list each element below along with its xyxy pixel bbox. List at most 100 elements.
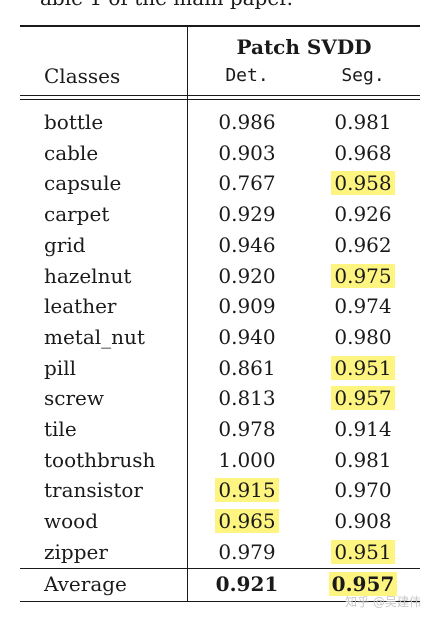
seg-value: 0.962 — [334, 232, 392, 257]
class-name: wood — [44, 509, 99, 534]
caption-fragment: able 1 of the main paper. — [40, 0, 293, 10]
seg-value: 0.914 — [334, 417, 392, 441]
seg-value: 0.926 — [334, 202, 392, 227]
table-row: transistor 0.915 0.970 — [0, 478, 431, 504]
table-row: screw 0.813 0.957 — [0, 386, 431, 412]
table-row: wood 0.965 0.908 — [0, 509, 431, 535]
seg-value: 0.968 — [334, 140, 392, 165]
average-seg: 0.957 — [318, 572, 408, 596]
header-rule-lower — [20, 99, 420, 100]
average-seg-value: 0.957 — [328, 572, 398, 596]
det-cell: 0.920 — [202, 264, 292, 288]
det-value: 0.965 — [215, 509, 279, 534]
class-name: carpet — [44, 202, 110, 227]
seg-cell: 0.981 — [318, 110, 408, 134]
seg-cell: 0.970 — [318, 478, 408, 502]
table-row: carpet 0.929 0.926 — [0, 202, 431, 228]
det-cell: 0.929 — [202, 202, 292, 226]
table-row: grid 0.946 0.962 — [0, 233, 431, 259]
seg-value: 0.957 — [331, 386, 395, 411]
det-value: 0.979 — [218, 539, 276, 564]
det-cell: 0.903 — [202, 141, 292, 165]
average-label: Average — [44, 572, 127, 596]
det-cell: 0.965 — [202, 509, 292, 534]
table-row: toothbrush 1.000 0.981 — [0, 448, 431, 474]
average-det-value: 0.921 — [215, 572, 279, 596]
det-value: 0.946 — [218, 232, 276, 257]
det-value: 0.915 — [215, 478, 279, 503]
det-cell: 0.813 — [202, 386, 292, 410]
det-cell: 0.909 — [202, 294, 292, 318]
seg-cell: 0.914 — [318, 417, 408, 441]
seg-value: 0.951 — [331, 539, 395, 564]
table-row: metal_nut 0.940 0.980 — [0, 325, 431, 351]
seg-cell: 0.926 — [318, 202, 408, 226]
class-name: grid — [44, 232, 86, 257]
seg-header: Seg. — [341, 65, 385, 86]
bottom-rule — [20, 601, 420, 602]
det-value: 0.861 — [218, 355, 276, 380]
seg-value: 0.981 — [334, 447, 392, 472]
det-value: 0.986 — [218, 110, 276, 134]
table-row: zipper 0.979 0.951 — [0, 539, 431, 566]
det-value: 0.929 — [218, 202, 276, 227]
det-cell: 0.861 — [202, 356, 292, 380]
table-row: pill 0.861 0.951 — [0, 355, 431, 382]
class-name: toothbrush — [44, 447, 156, 472]
seg-cell: 0.951 — [318, 539, 408, 564]
class-name: cable — [44, 140, 99, 165]
seg-cell: 0.974 — [318, 294, 408, 318]
class-name: zipper — [44, 539, 108, 564]
class-name: tile — [44, 417, 77, 441]
det-cell: 0.986 — [202, 110, 292, 134]
top-rule — [20, 25, 420, 27]
det-value: 0.978 — [218, 417, 276, 441]
seg-cell: 0.908 — [318, 509, 408, 533]
watermark: 知乎 @吴建伟 — [345, 595, 421, 609]
seg-cell: 0.980 — [318, 325, 408, 349]
class-name: leather — [44, 294, 117, 319]
det-value: 0.909 — [218, 294, 276, 319]
group-header: Patch SVDD — [236, 35, 372, 59]
seg-value: 0.970 — [334, 478, 392, 503]
header-rule-upper — [20, 95, 420, 96]
seg-value: 0.981 — [334, 110, 392, 134]
average-det: 0.921 — [202, 572, 292, 596]
table-row: tile 0.978 0.914 — [0, 417, 431, 443]
det-value: 0.920 — [218, 263, 276, 288]
class-name: transistor — [44, 478, 143, 503]
seg-value: 0.974 — [334, 294, 392, 319]
det-cell: 0.946 — [202, 233, 292, 257]
class-name: pill — [44, 355, 76, 380]
seg-cell: 0.981 — [318, 448, 408, 472]
average-rule — [20, 568, 420, 569]
seg-value: 0.951 — [331, 355, 395, 380]
det-value: 1.000 — [218, 447, 276, 472]
seg-value: 0.975 — [331, 263, 395, 288]
average-row: Average 0.921 0.957 — [0, 572, 431, 598]
seg-cell: 0.968 — [318, 141, 408, 165]
classes-header: Classes — [44, 64, 121, 88]
seg-value: 0.908 — [334, 509, 392, 534]
det-value: 0.813 — [218, 386, 276, 411]
seg-cell: 0.957 — [318, 386, 408, 411]
seg-cell: 0.951 — [318, 355, 408, 380]
table-row: hazelnut 0.920 0.975 — [0, 263, 431, 290]
class-name: capsule — [44, 171, 122, 196]
det-cell: 0.979 — [202, 540, 292, 564]
det-cell: 0.978 — [202, 417, 292, 441]
det-value: 0.903 — [218, 140, 276, 165]
table-row: leather 0.909 0.974 — [0, 294, 431, 320]
det-cell: 0.940 — [202, 325, 292, 349]
det-header: Det. — [225, 65, 269, 86]
det-cell: 1.000 — [202, 448, 292, 472]
table-row: capsule 0.767 0.958 — [0, 171, 431, 197]
det-value: 0.940 — [218, 324, 276, 349]
class-name: hazelnut — [44, 263, 132, 288]
table-row: bottle 0.986 0.981 — [0, 110, 431, 136]
seg-cell: 0.962 — [318, 233, 408, 257]
class-name: metal_nut — [44, 324, 145, 349]
seg-cell: 0.975 — [318, 263, 408, 288]
det-cell: 0.767 — [202, 171, 292, 195]
table-row: cable 0.903 0.968 — [0, 141, 431, 167]
